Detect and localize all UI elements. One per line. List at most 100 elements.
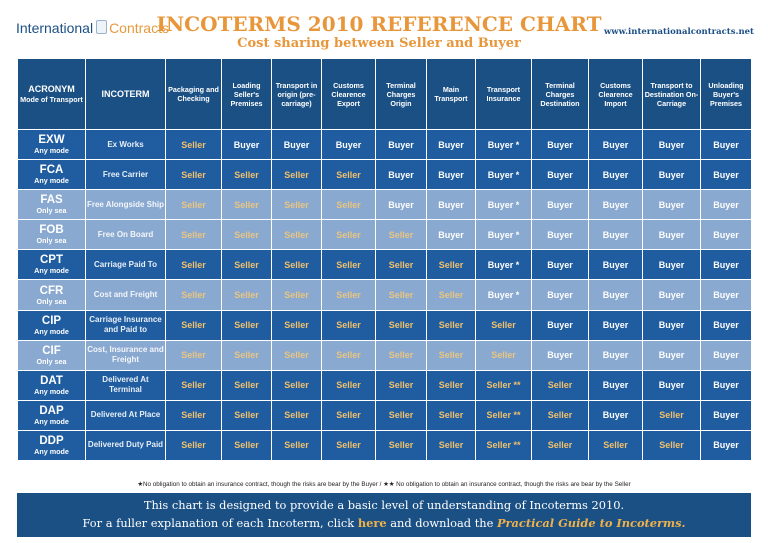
incoterm-code: CIF [42, 344, 61, 357]
cost-cell: Seller [642, 429, 701, 462]
transport-mode: Any mode [34, 146, 69, 156]
acronym-cell: CPT Any mode [17, 249, 86, 281]
cost-cell: Seller [321, 309, 376, 341]
incoterm-code: CIP [41, 314, 62, 327]
cost-cell: Buyer [642, 309, 701, 341]
cost-cell: Buyer [700, 339, 752, 371]
cost-cell: Seller [321, 249, 376, 281]
cost-cell: Seller [221, 399, 272, 431]
cost-cell: Seller [165, 249, 222, 281]
cost-cell: Seller [426, 429, 476, 462]
column-header: Packaging and Checking [165, 58, 222, 130]
cost-cell: Seller [588, 429, 643, 462]
cost-cell: Seller [475, 309, 532, 341]
table-row: CIP Any mode Carriage Insurance and Paid t… [17, 309, 752, 341]
table-row: DAT Any mode Delivered At Terminal Seller Se… [17, 369, 752, 401]
cost-cell: Seller ** [475, 369, 532, 401]
cost-cell: Buyer [426, 128, 476, 161]
cost-cell: Buyer [426, 219, 476, 251]
incoterm-name: Cost, Insurance and Freight [85, 339, 166, 371]
cost-cell: Buyer [588, 309, 643, 341]
footnote: ★No obligation to obtain an insurance co… [137, 481, 631, 488]
cost-cell: Seller [321, 399, 376, 431]
cost-cell: Seller [221, 339, 272, 371]
transport-mode: Only sea [36, 206, 67, 216]
info-line-1: This chart is designed to provide a basi… [143, 498, 625, 512]
cost-cell: Seller [642, 399, 701, 431]
cost-cell: Buyer [700, 249, 752, 281]
table-row: FCA Any mode Free Carrier Seller Seller Selle… [17, 159, 752, 191]
column-header: Main Transport [426, 58, 476, 130]
logo[interactable]: International Contracts [16, 20, 169, 36]
cost-cell: Buyer * [475, 249, 532, 281]
transport-mode: Only sea [36, 356, 67, 366]
acronym-cell: DDP Any mode [17, 429, 86, 462]
acronym-cell: FOB Only sea [17, 219, 86, 251]
cost-cell: Buyer [700, 399, 752, 431]
acronym-cell: CFR Only sea [17, 279, 86, 311]
transport-mode: Any mode [34, 176, 69, 186]
cost-cell: Seller [321, 159, 376, 191]
cost-cell: Buyer [588, 249, 643, 281]
incoterm-code: DDP [39, 434, 64, 447]
cost-cell: Seller [221, 189, 272, 221]
info-line-2-mid: and download the [390, 516, 494, 530]
acronym-cell: CIF Only sea [17, 339, 86, 371]
cost-cell: Buyer [588, 219, 643, 251]
transport-mode: Only sea [36, 296, 67, 306]
transport-mode: Only sea [36, 236, 67, 246]
cost-cell: Seller [221, 309, 272, 341]
acronym-cell: FAS Only sea [17, 189, 86, 221]
incoterm-name: Ex Works [85, 128, 166, 161]
column-header: Customs Clearence Import [588, 58, 643, 130]
incoterm-name: Cost and Freight [85, 279, 166, 311]
cost-cell: Seller [426, 249, 476, 281]
incoterm-code: FAS [40, 194, 63, 207]
column-header: Terminal Charges Destination [531, 58, 589, 130]
cost-cell: Buyer * [475, 159, 532, 191]
cost-cell: Buyer [531, 189, 589, 221]
practical-guide-link[interactable]: Practical Guide to Incoterms. [496, 516, 686, 530]
cost-cell: Buyer [321, 128, 376, 161]
cost-cell: Buyer [642, 369, 701, 401]
here-link[interactable]: here [357, 516, 387, 530]
table-body: EXW Any mode Ex Works Seller Buyer Buyer Buyer… [17, 128, 752, 462]
page-subtitle: Cost sharing between Seller and Buyer [237, 36, 521, 51]
cost-cell: Seller [165, 429, 222, 462]
incoterm-name: Delivered At Place [85, 399, 166, 431]
acronym-header-label: ACRONYM [28, 84, 75, 94]
incoterm-code: FOB [39, 224, 64, 237]
cost-cell: Seller [165, 128, 222, 161]
table-row: EXW Any mode Ex Works Seller Buyer Buyer Buyer… [17, 128, 752, 161]
cost-cell: Buyer [531, 339, 589, 371]
cost-cell: Buyer [531, 249, 589, 281]
cost-cell: Seller [165, 339, 222, 371]
cost-cell: Seller [426, 369, 476, 401]
transport-mode: Any mode [34, 326, 69, 336]
cost-cell: Seller [375, 429, 427, 462]
header: International Contracts INCOTERMS 2010 RE… [0, 0, 768, 56]
cost-cell: Buyer [271, 128, 322, 161]
table-row: CPT Any mode Carriage Paid To Seller Seller S… [17, 249, 752, 281]
cost-cell: Buyer [531, 128, 589, 161]
cost-cell: Buyer [700, 159, 752, 191]
cost-cell: Buyer [700, 189, 752, 221]
column-header: Terminal Charges Origin [375, 58, 427, 130]
cost-cell: Buyer [531, 279, 589, 311]
incoterm-code: DAT [40, 374, 63, 387]
transport-mode: Any mode [34, 386, 69, 396]
logo-text-contracts: Contracts [109, 20, 169, 36]
cost-cell: Buyer [588, 339, 643, 371]
cost-cell: Seller [221, 279, 272, 311]
cost-cell: Buyer [700, 429, 752, 462]
acronym-cell: DAT Any mode [17, 369, 86, 401]
cost-cell: Buyer * [475, 189, 532, 221]
transport-mode: Any mode [34, 416, 69, 426]
header-row: ACRONYM Mode of Transport INCOTERM Packa… [17, 58, 752, 130]
website-link[interactable]: www.internationalcontracts.net [603, 27, 754, 37]
incoterm-name: Carriage Insurance and Paid to [85, 309, 166, 341]
cost-cell: Seller [375, 279, 427, 311]
cost-cell: Seller [165, 279, 222, 311]
cost-cell: Seller [321, 429, 376, 462]
logo-icon [96, 20, 108, 34]
